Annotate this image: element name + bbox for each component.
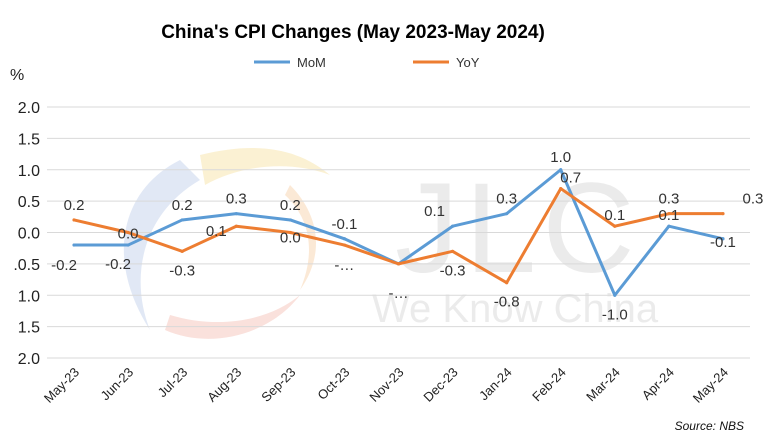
y-tick-label: 0.5 [18, 194, 40, 211]
data-label-yoy: 0.1 [604, 207, 625, 224]
x-tick-label: May-24 [690, 365, 731, 406]
x-tick-label: Sep-23 [258, 365, 298, 405]
data-label-mom: 0.1 [424, 203, 445, 220]
x-tick-label: Dec-23 [420, 365, 460, 405]
data-point-yoy [667, 212, 671, 216]
data-point-yoy [288, 230, 292, 235]
data-label-mom: 0.1 [658, 207, 679, 224]
data-point-mom [126, 243, 130, 247]
watermark: JLC We Know China [123, 147, 659, 339]
data-point-yoy [72, 218, 76, 222]
data-point-yoy [180, 249, 184, 253]
data-point-mom [450, 224, 455, 228]
data-point-mom [288, 218, 292, 222]
x-tick-label: Feb-24 [529, 365, 569, 405]
watermark-swirl-yellow [200, 147, 330, 185]
y-tick-label: 1.0 [18, 288, 40, 305]
data-label-yoy: 0.3 [743, 191, 764, 208]
data-label-mom: -0.1 [710, 234, 736, 251]
data-label-mom: 0.3 [496, 191, 517, 208]
data-label-mom: 0.3 [226, 191, 247, 208]
data-point-mom [721, 237, 725, 241]
data-point-yoy [342, 243, 347, 247]
data-label-yoy: 0.1 [206, 223, 227, 240]
data-point-yoy [234, 224, 238, 228]
data-label-mom: -1.0 [602, 306, 628, 323]
x-tick-label: Nov-23 [366, 365, 406, 405]
data-label-mom: 0.2 [280, 197, 301, 214]
data-point-yoy [559, 186, 563, 191]
data-label-mom: -0.2 [51, 257, 77, 274]
data-label-mom: 0.2 [172, 197, 193, 214]
data-point-mom [613, 293, 617, 297]
data-label-mom: -0.1 [331, 216, 357, 233]
x-axis-ticks: May-23 Jun-23 Jul-23 Aug-23 Sep-23 Oct-23 Nov-… [41, 365, 731, 406]
x-tick-label: Apr-24 [639, 365, 677, 403]
y-tick-label: 2.0 [18, 100, 40, 117]
data-labels: -0.2 -0.20.2 0.3 0.2-0.1-…0.10.31.0-1.00.1-… [51, 149, 763, 324]
data-point-mom [505, 212, 509, 216]
x-tick-label: May-23 [41, 365, 82, 406]
data-point-yoy [505, 281, 509, 285]
gridlines [47, 106, 750, 359]
legend: MoM YoY [254, 55, 480, 70]
data-point-mom [234, 212, 238, 216]
y-tick-label: .0.5 [13, 257, 40, 274]
data-label-mom: -0.2 [105, 256, 131, 273]
y-tick-label: 1.0 [18, 163, 40, 180]
data-label-yoy: 0.0 [280, 230, 301, 247]
watermark-swirl-red [165, 295, 300, 339]
watermark-tagline: We Know China [372, 287, 659, 331]
legend-label-mom: MoM [297, 55, 326, 70]
x-tick-label: Jul-23 [155, 365, 191, 401]
data-point-mom [342, 237, 347, 241]
y-tick-label: 0.0 [18, 226, 40, 243]
source-note: Source: NBS [675, 419, 744, 433]
y-tick-label: 1.5 [18, 131, 40, 148]
series-lines [72, 168, 725, 297]
data-point-mom [72, 243, 76, 247]
x-tick-label: Aug-23 [204, 365, 244, 405]
data-label-yoy: -0.3 [169, 262, 195, 279]
data-point-yoy [126, 230, 130, 235]
data-point-yoy [396, 262, 401, 266]
y-tick-label: 2.0 [18, 351, 40, 368]
data-point-mom [559, 168, 563, 172]
data-label-mom: 1.0 [550, 149, 571, 166]
data-point-yoy [450, 249, 455, 253]
x-tick-label: Mar-24 [583, 365, 623, 405]
data-label-yoy: 0.2 [64, 197, 85, 214]
data-point-yoy [721, 212, 725, 216]
watermark-logo-text: JLC [395, 157, 641, 300]
chart-title: China's CPI Changes (May 2023-May 2024) [161, 22, 545, 43]
y-axis-unit: % [10, 67, 24, 84]
data-point-mom [180, 218, 184, 222]
x-tick-label: Jun-23 [98, 365, 137, 404]
data-point-mom [667, 224, 671, 228]
data-label-yoy: 0.7 [560, 170, 581, 187]
data-label-yoy: -0.3 [440, 262, 466, 279]
x-tick-label: Oct-23 [314, 365, 352, 403]
data-label-yoy: -… [334, 257, 354, 274]
data-label-yoy: 0.3 [658, 191, 679, 208]
data-label-yoy: -0.8 [494, 294, 520, 311]
data-point-yoy [613, 224, 617, 228]
data-label-yoy: 0.0 [118, 226, 139, 243]
watermark-swirl-blue [123, 160, 200, 330]
data-label-mom: -… [389, 285, 409, 302]
y-tick-label: 1.5 [18, 320, 40, 337]
y-axis-ticks: 2.0 1.5 1.0 0.5 0.0 .0.5 1.0 1.5 2.0 [13, 100, 40, 368]
x-tick-label: Jan-24 [476, 365, 515, 404]
legend-label-yoy: YoY [456, 55, 480, 70]
